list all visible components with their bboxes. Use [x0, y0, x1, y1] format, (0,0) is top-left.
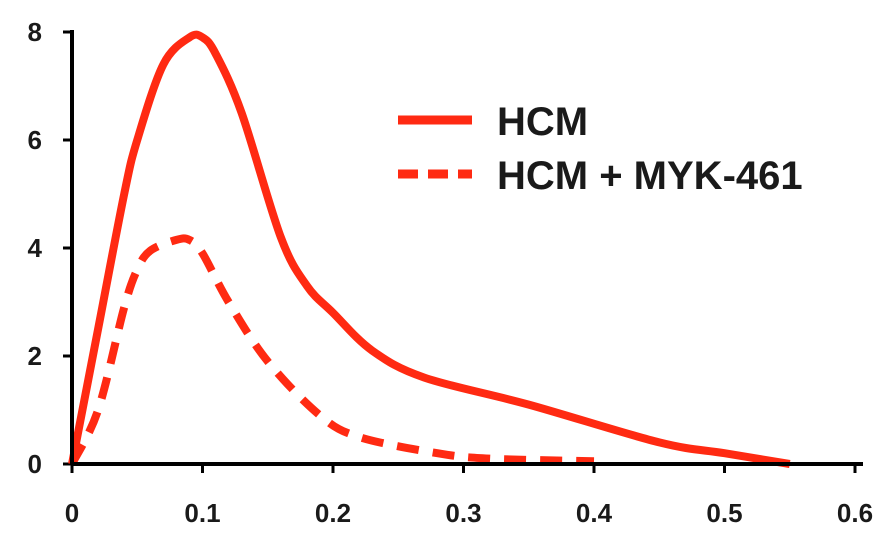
x-axis-ticks: 0 0.1 0.2 0.3 0.4 0.5 0.6 — [65, 464, 873, 528]
x-tick-label: 0.2 — [315, 498, 351, 528]
legend-label-hcm: HCM — [497, 100, 588, 144]
y-tick-label: 2 — [28, 341, 42, 371]
series-line-hcm — [68, 30, 791, 468]
y-tick-label: 0 — [28, 449, 42, 479]
x-tick-label: 0.3 — [445, 498, 481, 528]
y-tick-label: 6 — [28, 125, 42, 155]
x-tick-label: 0.4 — [576, 498, 613, 528]
y-tick-label: 8 — [28, 17, 42, 47]
y-axis-ticks: 0 2 4 6 8 — [28, 17, 72, 479]
x-tick-label: 0 — [65, 498, 79, 528]
x-tick-label: 0.6 — [837, 498, 873, 528]
y-tick-label: 4 — [28, 233, 43, 263]
x-tick-label: 0.5 — [706, 498, 742, 528]
legend-label-hcm-myk-461: HCM + MYK-461 — [497, 154, 803, 198]
legend: HCM HCM + MYK-461 — [398, 100, 803, 198]
series-layer — [68, 30, 791, 468]
x-tick-label: 0.1 — [184, 498, 220, 528]
series-line-hcm-myk-461 — [68, 234, 595, 466]
